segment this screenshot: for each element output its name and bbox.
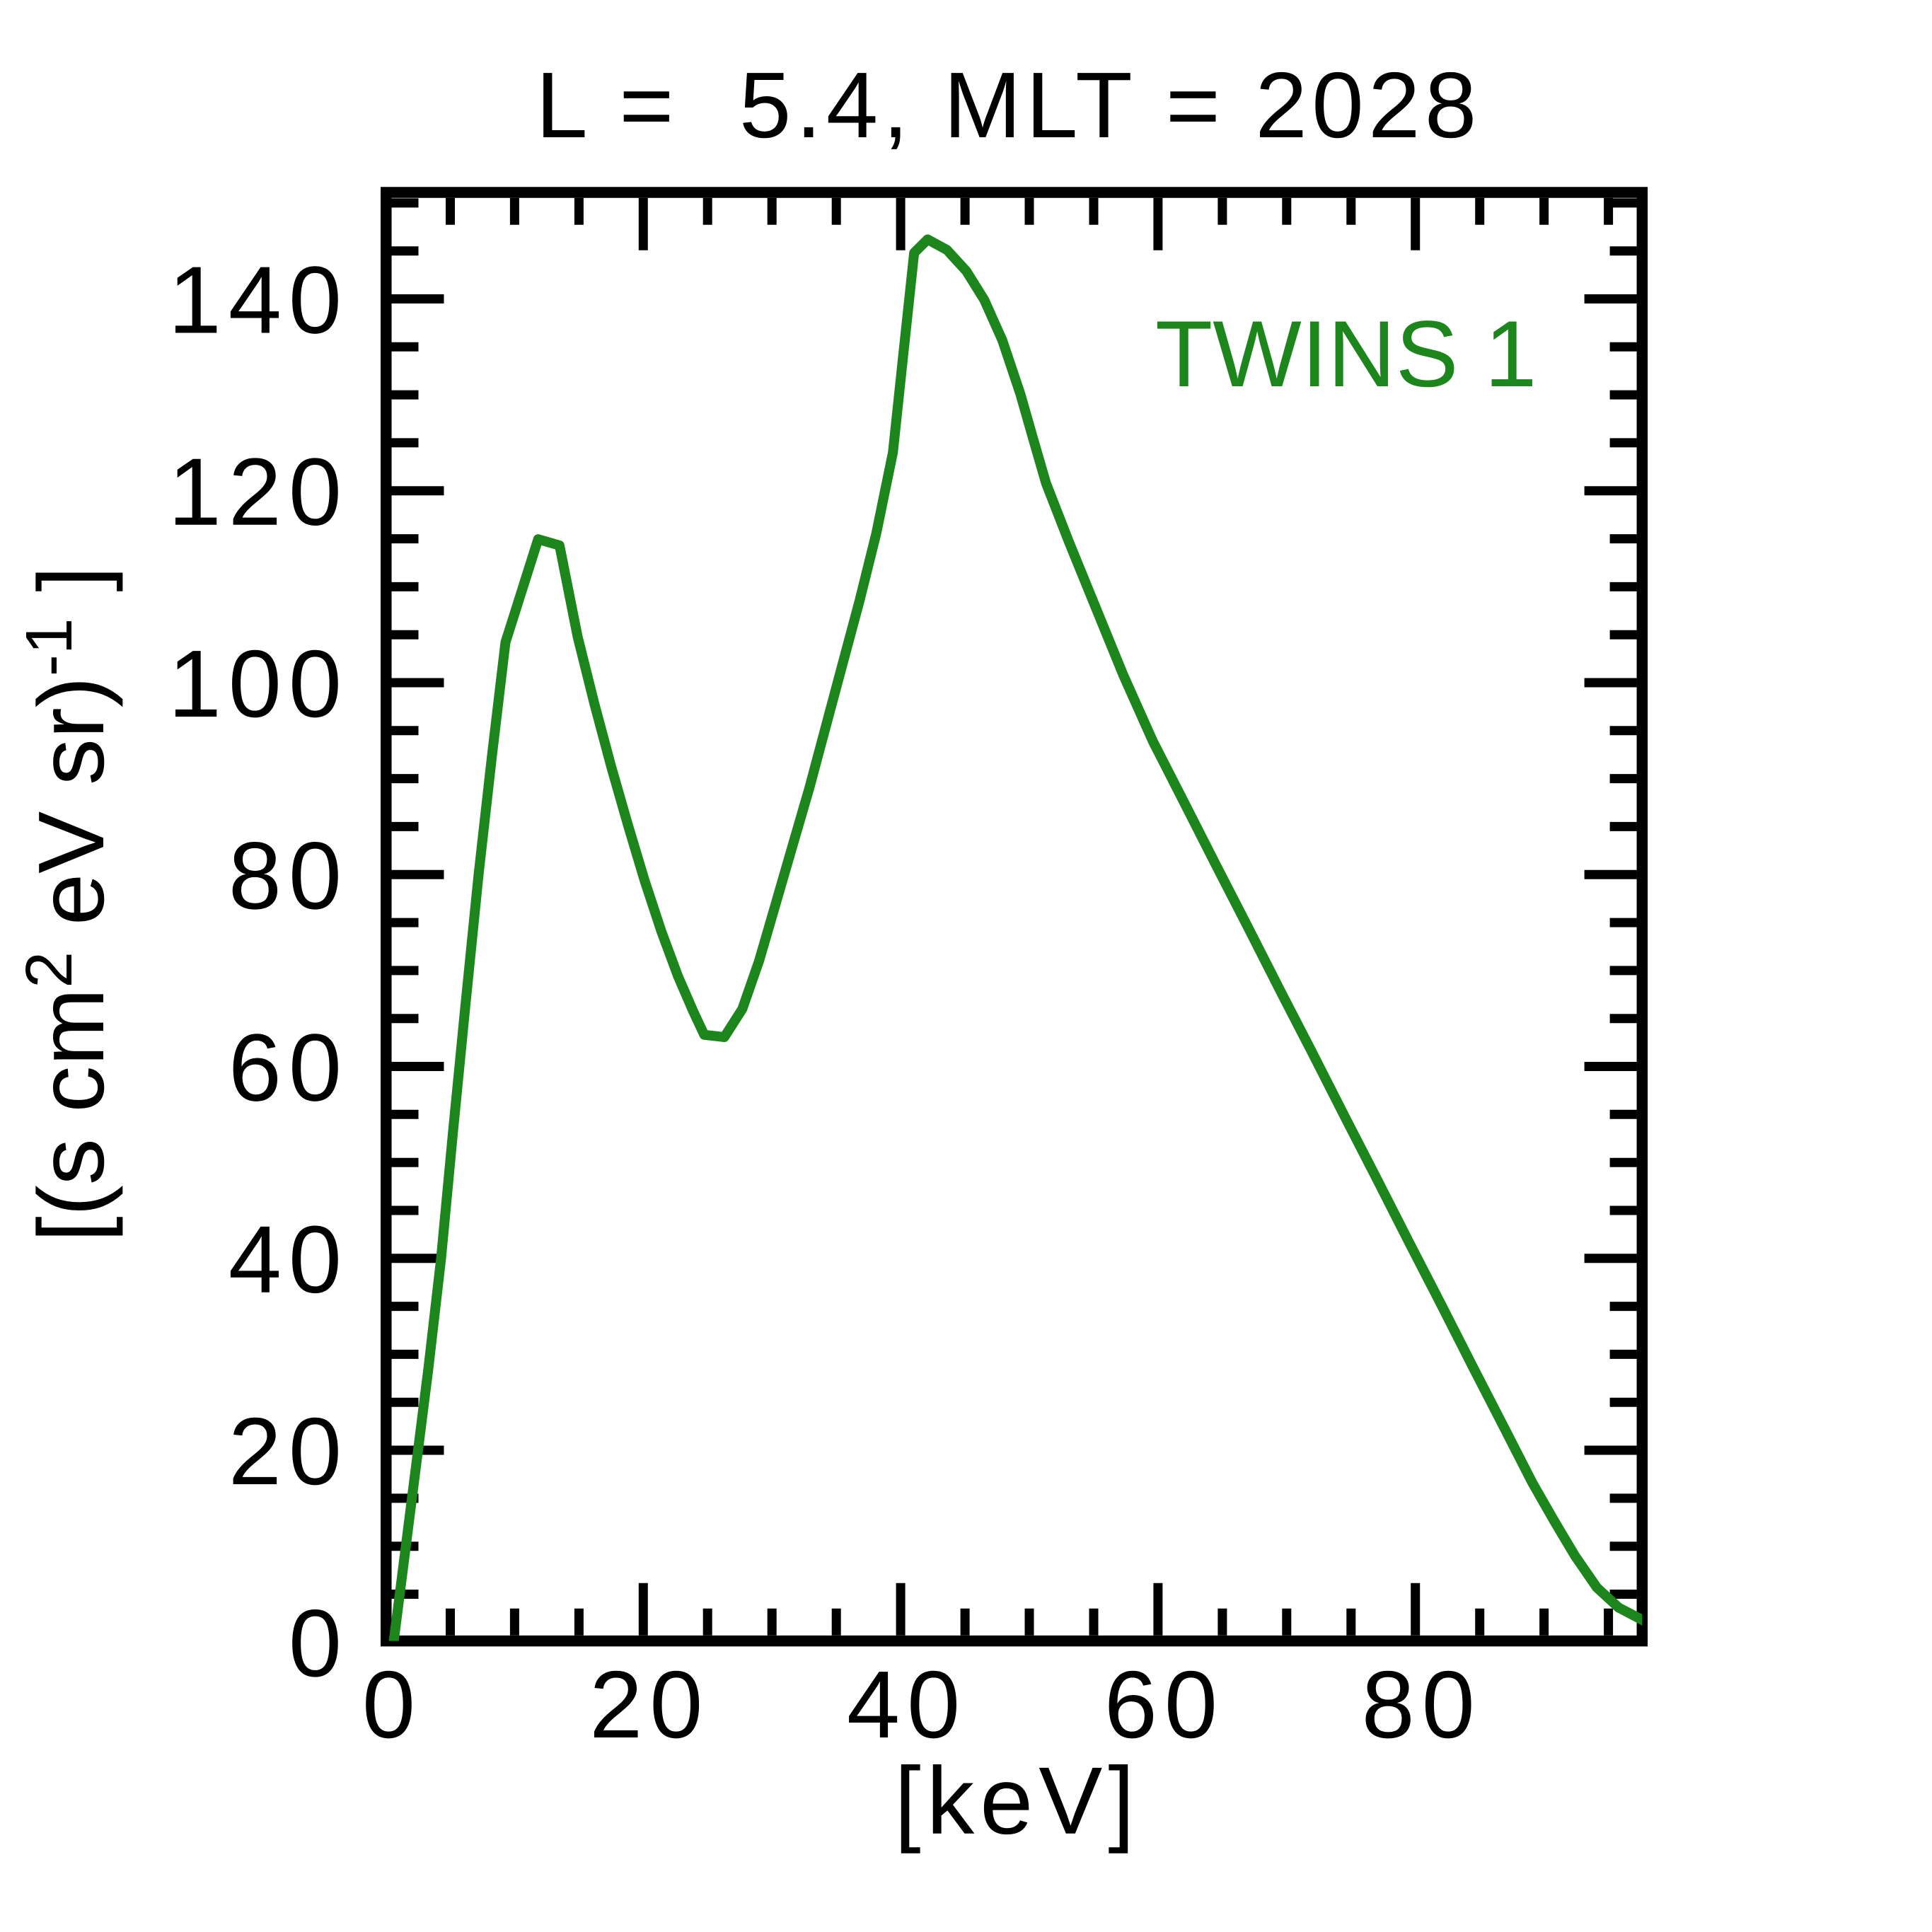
svg-text:100: 100 — [168, 630, 349, 737]
svg-text:[keV]: [keV] — [894, 1747, 1140, 1854]
svg-text:L = 5.4, MLT = 2028: L = 5.4, MLT = 2028 — [536, 53, 1481, 157]
svg-text:140: 140 — [168, 247, 349, 354]
svg-text:40: 40 — [229, 1206, 349, 1313]
svg-text:120: 120 — [168, 439, 349, 545]
svg-text:TWINS 1: TWINS 1 — [1155, 302, 1537, 407]
svg-text:80: 80 — [229, 822, 349, 929]
svg-text:80: 80 — [1362, 1651, 1482, 1758]
svg-text:20: 20 — [589, 1651, 710, 1758]
svg-text:60: 60 — [229, 1014, 349, 1121]
svg-text:0: 0 — [289, 1590, 349, 1696]
svg-text:0: 0 — [362, 1651, 422, 1758]
svg-text:40: 40 — [847, 1651, 967, 1758]
svg-text:20: 20 — [229, 1398, 349, 1505]
svg-text:60: 60 — [1104, 1651, 1225, 1758]
svg-text:[(s cm2 eV sr)-1 ]: [(s cm2 eV sr)-1 ] — [12, 566, 123, 1242]
